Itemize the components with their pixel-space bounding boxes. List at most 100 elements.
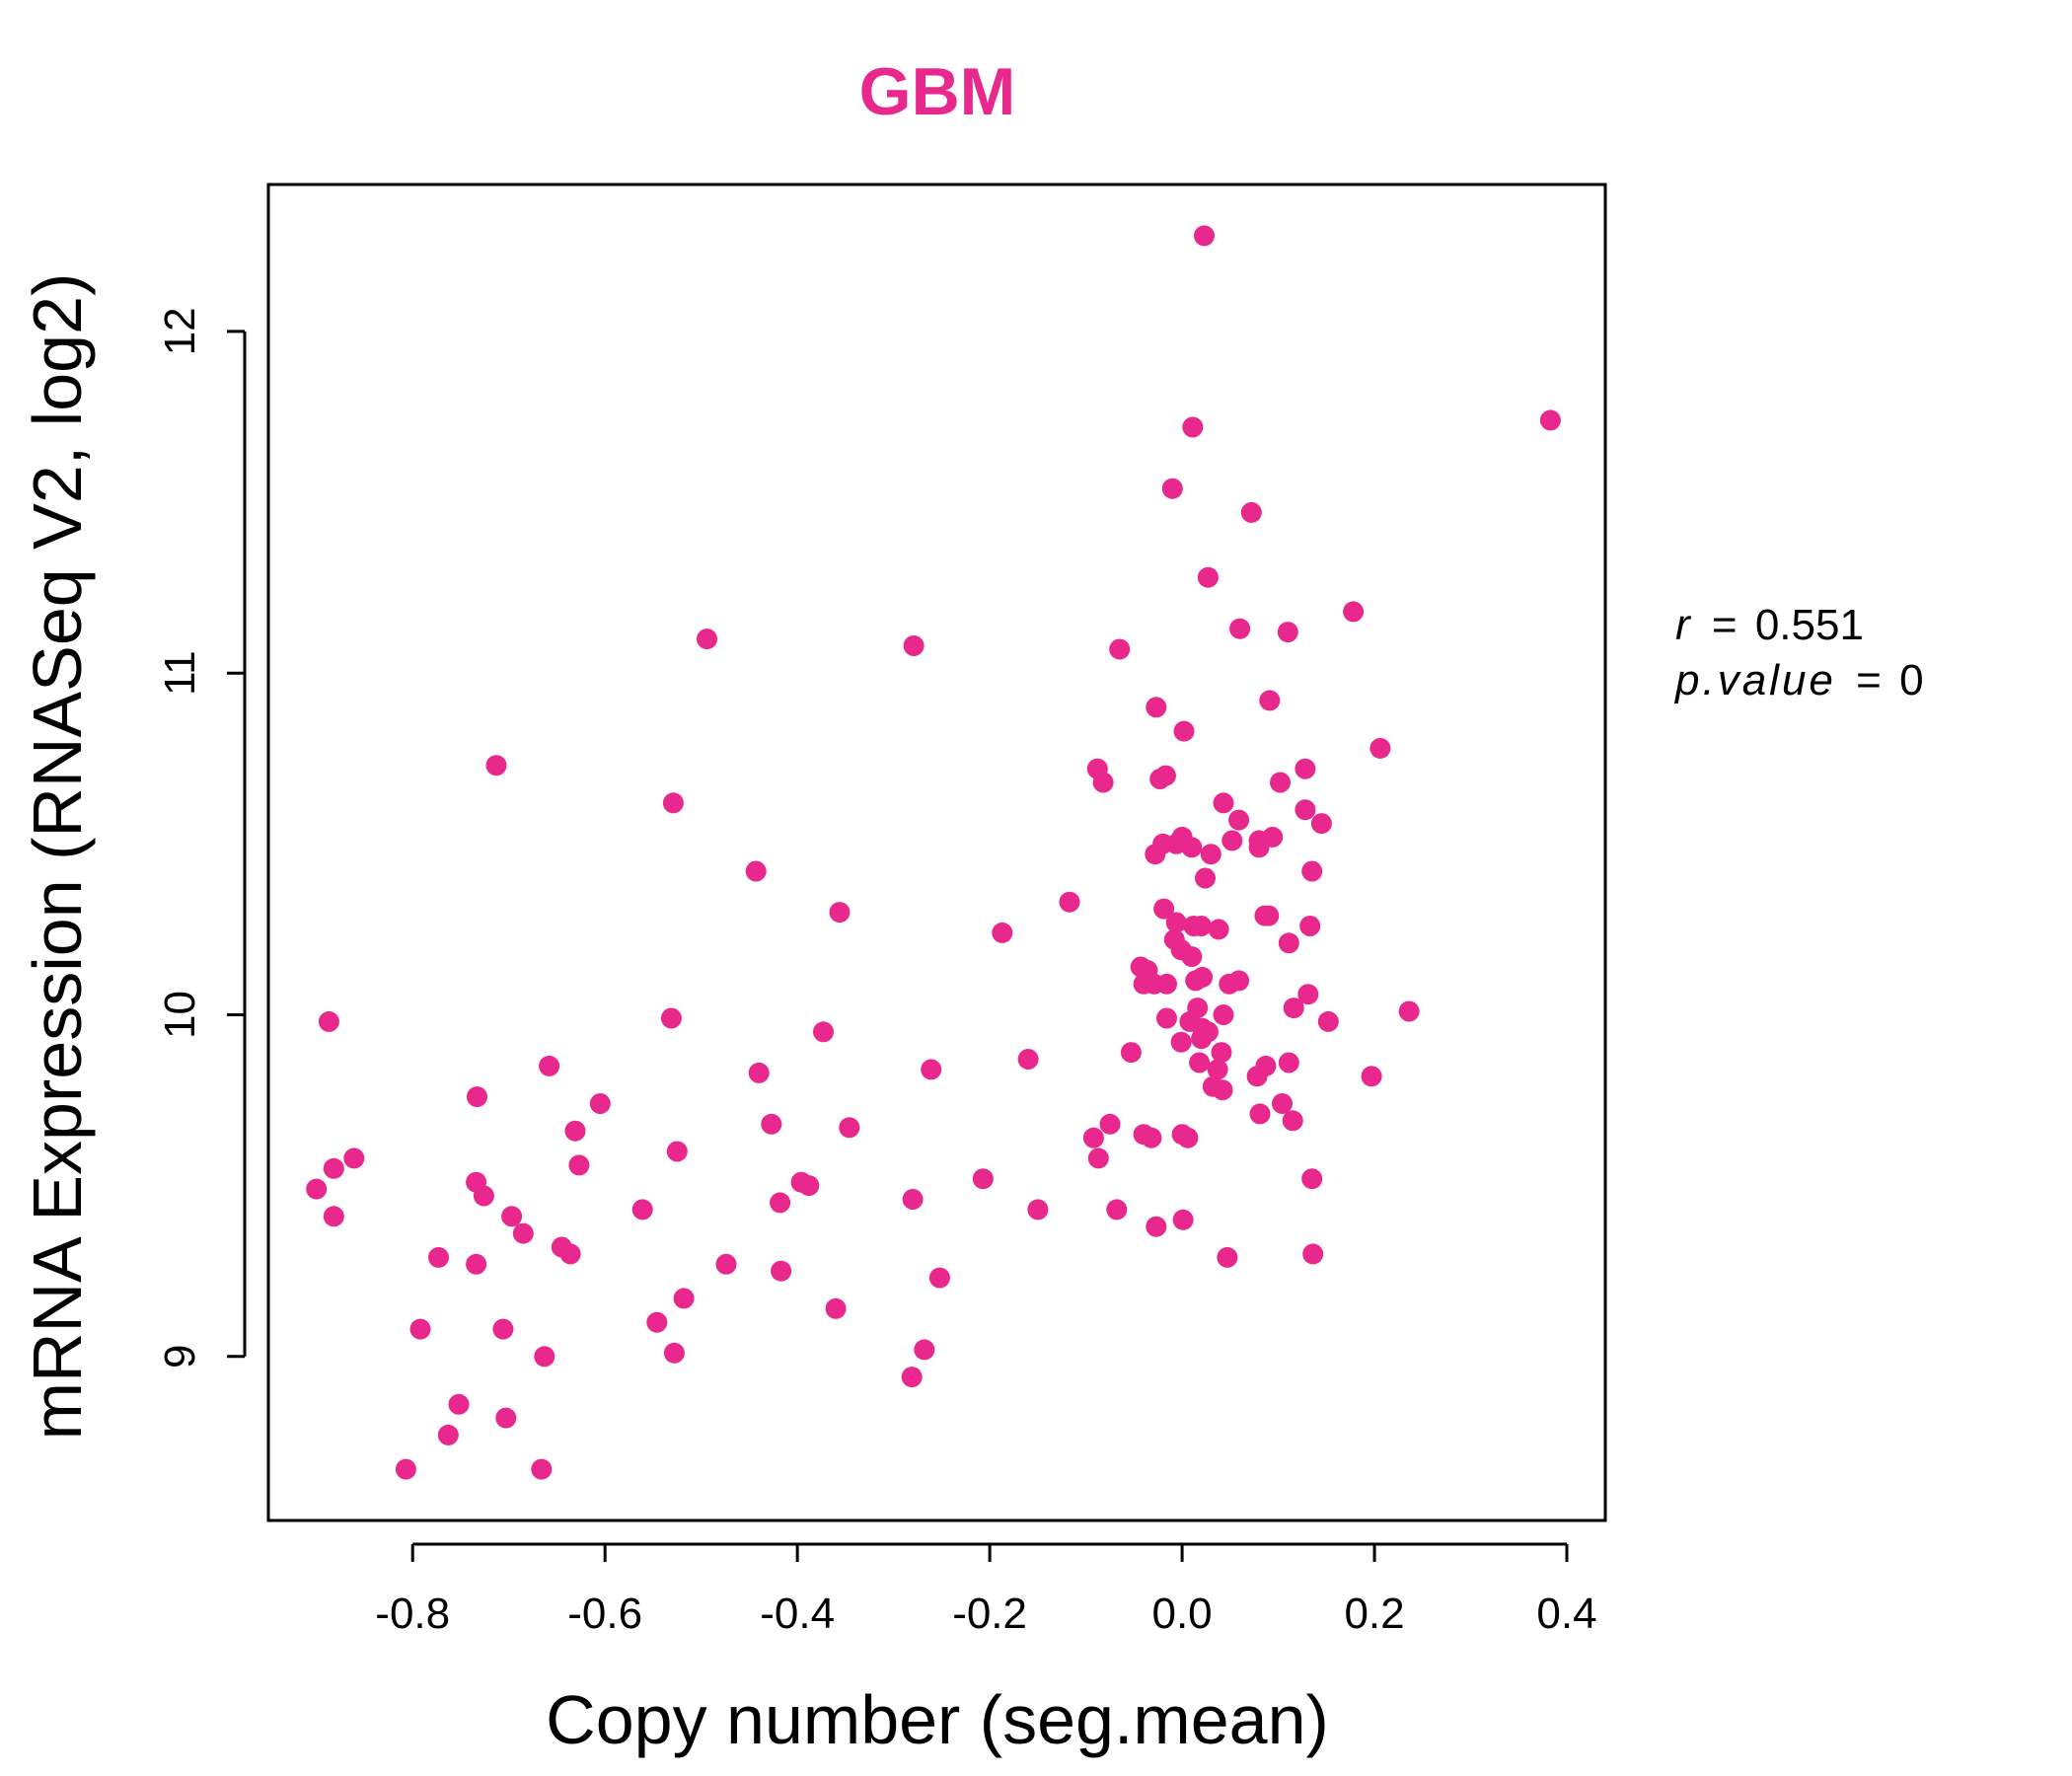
- data-point: [1059, 891, 1080, 913]
- data-point: [437, 1424, 459, 1445]
- data-point: [1317, 1010, 1339, 1032]
- data-point: [1106, 1199, 1128, 1221]
- p-value-symbol: p.value: [1673, 656, 1836, 704]
- r-symbol: r: [1675, 601, 1692, 649]
- data-point: [903, 635, 925, 656]
- data-point: [1212, 1079, 1233, 1101]
- data-point: [839, 1117, 860, 1139]
- data-point: [1278, 932, 1299, 954]
- data-point: [1254, 905, 1276, 926]
- x-tick-label: -0.8: [375, 1590, 450, 1638]
- p-value: 0: [1899, 656, 1923, 704]
- data-point: [1221, 830, 1243, 851]
- x-tick-label: 0.0: [1151, 1590, 1212, 1638]
- data-point: [568, 1154, 590, 1176]
- data-point: [660, 1007, 682, 1029]
- data-point: [1027, 1199, 1049, 1221]
- data-point: [928, 1267, 950, 1289]
- data-point: [1195, 867, 1216, 889]
- data-point: [1194, 225, 1215, 247]
- data-point: [1197, 566, 1219, 588]
- data-point: [1211, 1042, 1232, 1064]
- data-point: [631, 1199, 653, 1221]
- data-point: [921, 1059, 942, 1080]
- data-point: [1156, 1007, 1177, 1029]
- data-point: [1177, 1127, 1199, 1148]
- data-point: [1144, 973, 1165, 995]
- p-value-statistic: p.value = 0: [1673, 656, 1924, 704]
- data-point: [829, 902, 851, 924]
- data-point: [770, 1192, 791, 1214]
- data-point: [1207, 1059, 1228, 1080]
- data-point: [1213, 1004, 1234, 1025]
- data-point: [673, 1288, 695, 1309]
- y-axis: 9 10 11 12: [156, 307, 247, 1369]
- data-point: [1146, 1216, 1167, 1237]
- data-point: [534, 1346, 555, 1368]
- data-point: [1146, 697, 1167, 718]
- correlation-stats: r = 0.551 p.value = 0: [1673, 601, 1924, 704]
- data-point: [1017, 1049, 1039, 1070]
- data-point: [1082, 1127, 1104, 1148]
- y-tick-label: 12: [156, 307, 204, 355]
- data-point: [485, 755, 507, 777]
- data-point: [448, 1393, 470, 1415]
- data-point: [1219, 973, 1240, 995]
- data-point: [1295, 758, 1316, 779]
- data-point: [1092, 772, 1114, 793]
- data-point: [715, 1253, 737, 1275]
- data-point: [1189, 1052, 1211, 1073]
- data-point: [539, 1055, 560, 1076]
- data-point: [825, 1297, 847, 1319]
- data-point: [492, 1318, 514, 1340]
- data-point: [343, 1147, 365, 1169]
- data-point: [902, 1189, 924, 1210]
- data-point: [409, 1318, 431, 1340]
- data-point: [1301, 1168, 1323, 1190]
- data-point: [1240, 501, 1262, 523]
- data-point: [972, 1168, 994, 1190]
- y-tick-label: 10: [156, 991, 204, 1039]
- data-point: [473, 1185, 494, 1207]
- data-point: [1172, 1209, 1194, 1230]
- data-point: [1539, 409, 1561, 431]
- data-point: [589, 1093, 611, 1114]
- data-point: [1270, 772, 1291, 793]
- data-point: [318, 1010, 339, 1032]
- data-point: [663, 1342, 685, 1364]
- data-point: [1087, 1147, 1109, 1169]
- data-point: [748, 1062, 770, 1083]
- x-axis: -0.8 -0.6 -0.4 -0.2 0.0 0.2 0.4: [375, 1542, 1597, 1638]
- data-point: [697, 629, 717, 650]
- data-point: [1310, 813, 1332, 835]
- data-point: [1217, 1246, 1238, 1268]
- data-point: [666, 1141, 688, 1162]
- data-point: [1191, 1028, 1213, 1050]
- data-point: [1141, 1127, 1162, 1148]
- data-point: [501, 1206, 523, 1227]
- r-value: 0.551: [1755, 601, 1864, 649]
- data-point: [761, 1113, 782, 1135]
- data-point: [512, 1222, 534, 1244]
- data-point: [992, 922, 1013, 943]
- data-point: [1185, 970, 1207, 992]
- x-axis-title: Copy number (seg.mean): [546, 1681, 1329, 1758]
- data-point: [395, 1458, 416, 1480]
- data-point: [1283, 998, 1304, 1019]
- data-point: [1278, 1052, 1299, 1073]
- data-point: [1302, 1243, 1324, 1265]
- data-point: [1249, 1103, 1271, 1125]
- data-point: [914, 1339, 935, 1361]
- y-axis-title: mRNA Expression (RNASeq V2, log2): [19, 273, 96, 1441]
- r-equals: =: [1712, 601, 1738, 649]
- data-point: [1170, 1031, 1192, 1053]
- data-point: [1295, 799, 1316, 821]
- data-point: [1259, 690, 1281, 711]
- data-point: [1369, 737, 1391, 759]
- r-statistic: r = 0.551: [1675, 601, 1864, 649]
- data-point: [1181, 946, 1203, 968]
- data-point: [1297, 984, 1319, 1005]
- data-point: [1361, 1066, 1382, 1087]
- data-point: [559, 1243, 581, 1265]
